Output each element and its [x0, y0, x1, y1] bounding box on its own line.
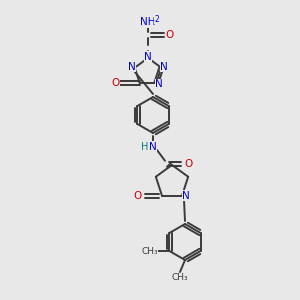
Text: N: N: [128, 62, 136, 72]
Text: N: N: [155, 79, 163, 89]
Text: CH₃: CH₃: [172, 274, 188, 283]
Text: O: O: [166, 30, 174, 40]
Text: O: O: [133, 191, 141, 201]
Text: H: H: [141, 142, 149, 152]
Text: N: N: [160, 62, 168, 72]
Text: N: N: [182, 191, 190, 201]
Text: N: N: [144, 52, 152, 62]
Text: 2: 2: [154, 14, 159, 23]
Text: CH₃: CH₃: [141, 247, 158, 256]
Text: N: N: [149, 142, 157, 152]
Text: NH: NH: [140, 17, 156, 27]
Text: O: O: [184, 159, 192, 169]
Text: O: O: [111, 78, 119, 88]
